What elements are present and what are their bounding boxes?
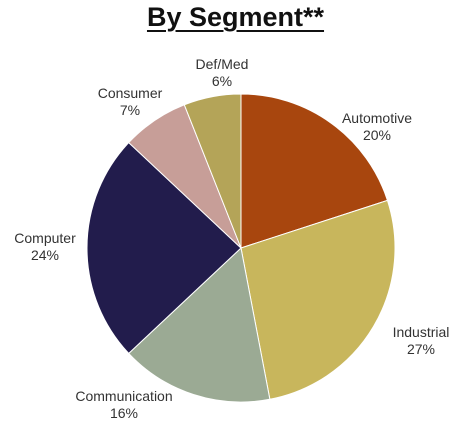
slice-percent-automotive: 20% [363,127,391,143]
slice-label-communication: Communication [75,388,172,404]
slice-percent-communication: 16% [110,405,138,421]
pie-slice-industrial [240,199,396,400]
pie-slice-communication [128,247,271,403]
slice-label-industrial: Industrial [393,324,450,340]
slice-label-computer: Computer [14,230,76,246]
slice-label-consumer: Consumer [98,85,163,101]
slice-label-def-med: Def/Med [196,56,249,72]
slice-percent-def-med: 6% [212,73,232,89]
chart-title: By Segment** [146,2,325,32]
pie-slice-automotive [240,93,389,249]
pie-slice-computer [86,141,242,355]
pie-slice-def-med [183,93,242,249]
pie-slices [86,93,396,403]
slice-percent-computer: 24% [31,247,59,263]
slice-percent-industrial: 27% [407,341,435,357]
slice-percent-consumer: 7% [120,102,140,118]
slice-label-automotive: Automotive [342,110,412,126]
